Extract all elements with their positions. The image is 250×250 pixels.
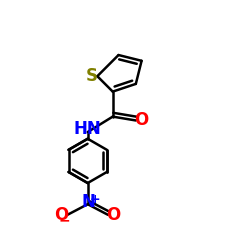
- Text: O: O: [134, 112, 149, 130]
- Text: O: O: [106, 206, 121, 224]
- Text: N: N: [82, 193, 96, 211]
- Text: −: −: [59, 214, 70, 228]
- Text: S: S: [86, 67, 98, 85]
- Text: HN: HN: [74, 120, 101, 138]
- Text: +: +: [90, 193, 100, 206]
- Text: O: O: [54, 206, 69, 224]
